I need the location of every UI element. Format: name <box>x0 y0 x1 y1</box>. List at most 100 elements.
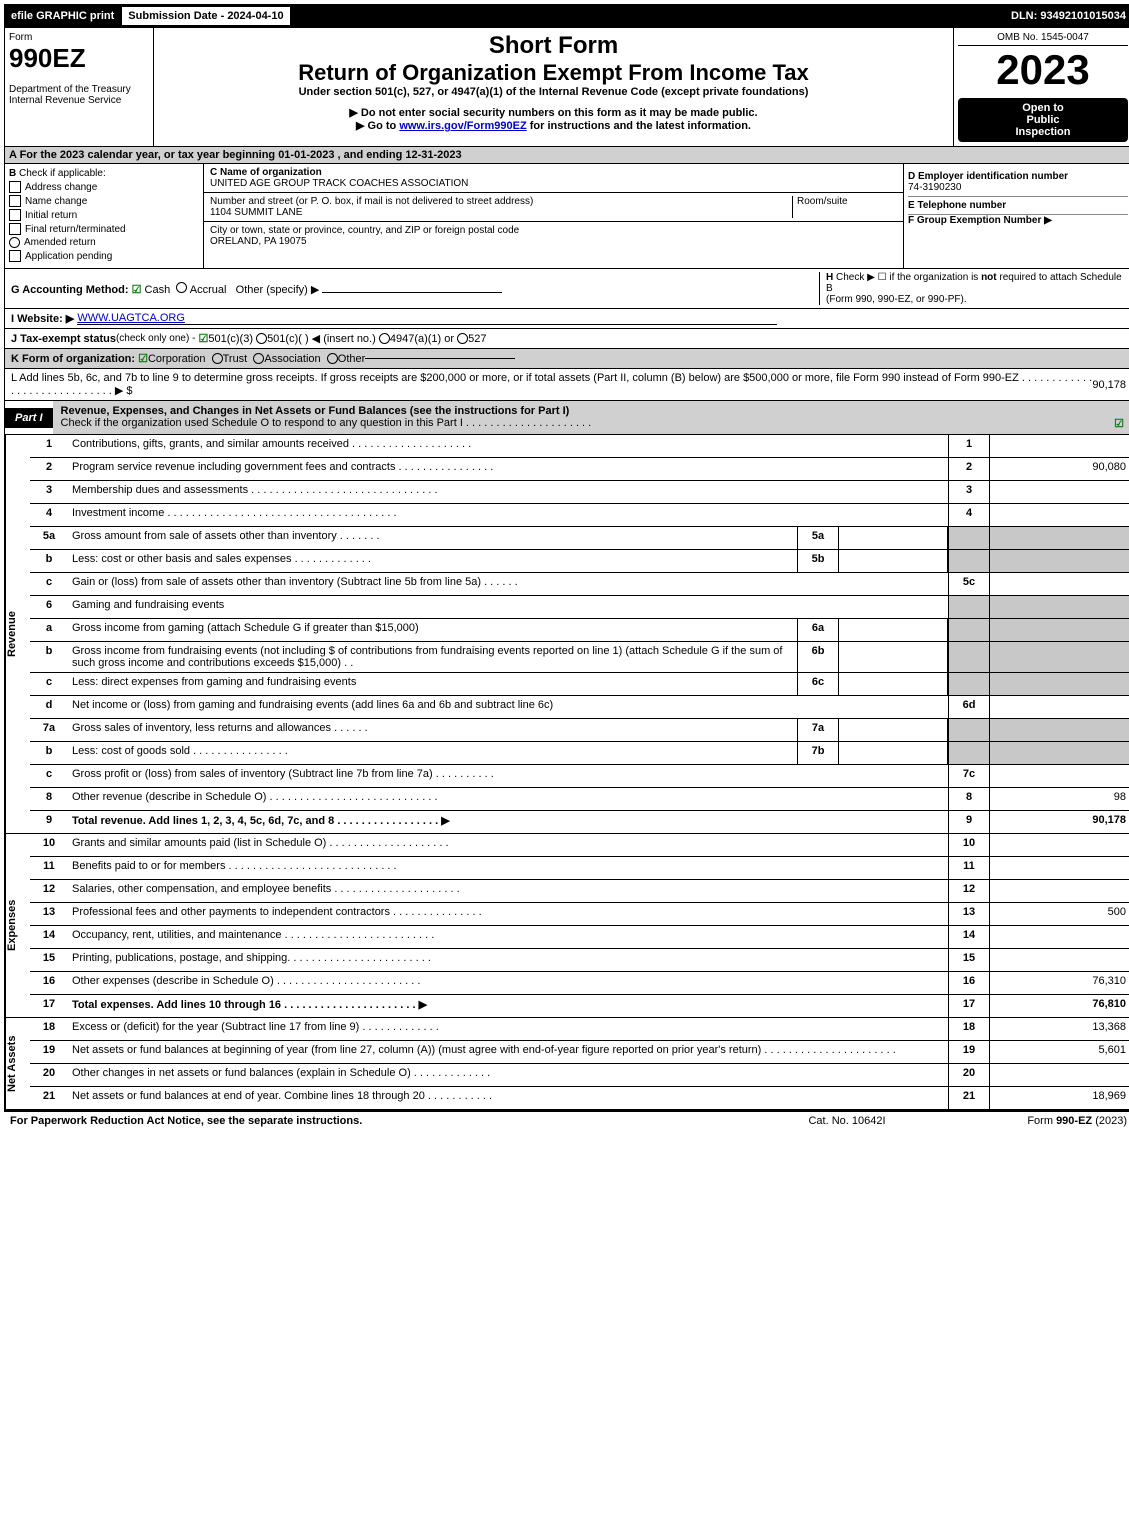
line-num: 5a <box>30 527 68 549</box>
k-opt-2: Association <box>264 353 320 365</box>
goto-post: for instructions and the latest informat… <box>530 120 751 132</box>
org-name-row: C Name of organization UNITED AGE GROUP … <box>204 164 903 193</box>
revenue-grid: Revenue 1Contributions, gifts, grants, a… <box>4 435 1129 834</box>
radio-icon[interactable] <box>176 282 187 293</box>
form-number: 990EZ <box>9 43 149 74</box>
ein-row: D Employer identification number 74-3190… <box>908 168 1128 197</box>
line-rnum: 10 <box>948 834 989 856</box>
expenses-grid: Expenses 10Grants and similar amounts pa… <box>4 834 1129 1018</box>
check-final-return[interactable]: Final return/terminated <box>9 223 199 235</box>
check-initial-return[interactable]: Initial return <box>9 209 199 221</box>
line-desc: Investment income . . . . . . . . . . . … <box>68 504 948 526</box>
line-10: 10Grants and similar amounts paid (list … <box>30 834 1129 857</box>
line-desc: Excess or (deficit) for the year (Subtra… <box>68 1018 948 1040</box>
line-rval <box>989 435 1129 457</box>
check-mark-icon: ☑ <box>138 352 148 365</box>
g-accrual: Accrual <box>190 284 227 296</box>
radio-icon[interactable] <box>327 353 338 364</box>
radio-icon[interactable] <box>256 333 267 344</box>
radio-icon[interactable] <box>253 353 264 364</box>
line-num: 10 <box>30 834 68 856</box>
line-desc: Other changes in net assets or fund bala… <box>68 1064 948 1086</box>
line-rnum: 13 <box>948 903 989 925</box>
line-rval <box>989 619 1129 641</box>
line-3: 3Membership dues and assessments . . . .… <box>30 481 1129 504</box>
line-num: c <box>30 673 68 695</box>
line-rval <box>989 573 1129 595</box>
radio-icon[interactable] <box>379 333 390 344</box>
i-label: I Website: ▶ <box>11 312 74 325</box>
website-link[interactable]: WWW.UAGTCA.ORG <box>77 312 777 325</box>
title-return: Return of Organization Exempt From Incom… <box>158 60 949 86</box>
check-label-1: Name change <box>25 196 87 207</box>
j-opt-1: 501(c)( ) ◀ (insert no.) <box>267 332 376 345</box>
line-5b: bLess: cost or other basis and sales exp… <box>30 550 1129 573</box>
section-a-calendar-year: A For the 2023 calendar year, or tax yea… <box>4 147 1129 164</box>
topbar-spacer <box>292 13 1005 19</box>
line-rval <box>989 696 1129 718</box>
line-desc: Gross profit or (loss) from sales of inv… <box>68 765 948 787</box>
row-k-form-org: K Form of organization: ☑ Corporation Tr… <box>4 349 1129 369</box>
line-12: 12Salaries, other compensation, and empl… <box>30 880 1129 903</box>
header-right: OMB No. 1545-0047 2023 Open to Public In… <box>953 28 1129 146</box>
check-label-5: Application pending <box>25 251 112 262</box>
check-amended-return[interactable]: Amended return <box>9 237 199 248</box>
line-13: 13Professional fees and other payments t… <box>30 903 1129 926</box>
j-opt-2: 4947(a)(1) or <box>390 333 454 345</box>
h-text-1: Check ▶ ☐ if the organization is <box>836 272 981 283</box>
line-desc: Total expenses. Add lines 10 through 16 … <box>68 995 948 1017</box>
h-text-3: (Form 990, 990-EZ, or 990-PF). <box>826 294 967 305</box>
line-desc: Gross income from gaming (attach Schedul… <box>68 619 797 641</box>
form-header: Form 990EZ Department of the Treasury In… <box>4 28 1129 147</box>
check-application-pending[interactable]: Application pending <box>9 250 199 262</box>
line-rval <box>989 527 1129 549</box>
line-desc: Less: direct expenses from gaming and fu… <box>68 673 797 695</box>
line-innum: 7b <box>797 742 839 764</box>
line-rval <box>989 596 1129 618</box>
irs-link[interactable]: www.irs.gov/Form990EZ <box>399 120 526 132</box>
form-word: Form <box>9 32 149 43</box>
check-name-change[interactable]: Name change <box>9 195 199 207</box>
line-17: 17Total expenses. Add lines 10 through 1… <box>30 995 1129 1017</box>
k-label: K Form of organization: <box>11 353 135 365</box>
header-center: Short Form Return of Organization Exempt… <box>154 28 953 146</box>
section-b-label: B <box>9 168 16 179</box>
line-num: b <box>30 550 68 572</box>
line-num: 12 <box>30 880 68 902</box>
line-7c: cGross profit or (loss) from sales of in… <box>30 765 1129 788</box>
line-5c: cGain or (loss) from sale of assets othe… <box>30 573 1129 596</box>
line-rval: 90,178 <box>989 811 1129 833</box>
line-num: b <box>30 742 68 764</box>
dept-line-2: Internal Revenue Service <box>9 95 149 106</box>
line-innum: 5b <box>797 550 839 572</box>
title-short-form: Short Form <box>158 32 949 60</box>
j-label: J Tax-exempt status <box>11 333 116 345</box>
line-desc: Occupancy, rent, utilities, and maintena… <box>68 926 948 948</box>
check-address-change[interactable]: Address change <box>9 181 199 193</box>
line-11: 11Benefits paid to or for members . . . … <box>30 857 1129 880</box>
radio-icon[interactable] <box>457 333 468 344</box>
line-num: 14 <box>30 926 68 948</box>
k-other-line[interactable] <box>365 358 515 359</box>
line-inval <box>839 550 948 572</box>
k-opt-1: Trust <box>223 353 248 365</box>
line-rval: 76,810 <box>989 995 1129 1017</box>
line-rnum <box>948 527 989 549</box>
line-6c: cLess: direct expenses from gaming and f… <box>30 673 1129 696</box>
line-1: 1Contributions, gifts, grants, and simil… <box>30 435 1129 458</box>
city-value: ORELAND, PA 19075 <box>210 236 307 247</box>
efile-label[interactable]: efile GRAPHIC print <box>5 7 120 25</box>
h-label: H <box>826 272 833 283</box>
line-desc: Benefits paid to or for members . . . . … <box>68 857 948 879</box>
g-other-line[interactable] <box>322 292 502 293</box>
check-mark-icon[interactable]: ☑ <box>1114 417 1124 430</box>
radio-icon[interactable] <box>212 353 223 364</box>
part-1-tab: Part I <box>5 408 53 428</box>
line-2: 2Program service revenue including gover… <box>30 458 1129 481</box>
check-mark-icon: ☑ <box>132 284 142 296</box>
open-line-2: Public <box>962 114 1124 126</box>
line-desc: Printing, publications, postage, and shi… <box>68 949 948 971</box>
line-num: d <box>30 696 68 718</box>
line-desc: Net income or (loss) from gaming and fun… <box>68 696 948 718</box>
checkbox-icon <box>9 250 21 262</box>
